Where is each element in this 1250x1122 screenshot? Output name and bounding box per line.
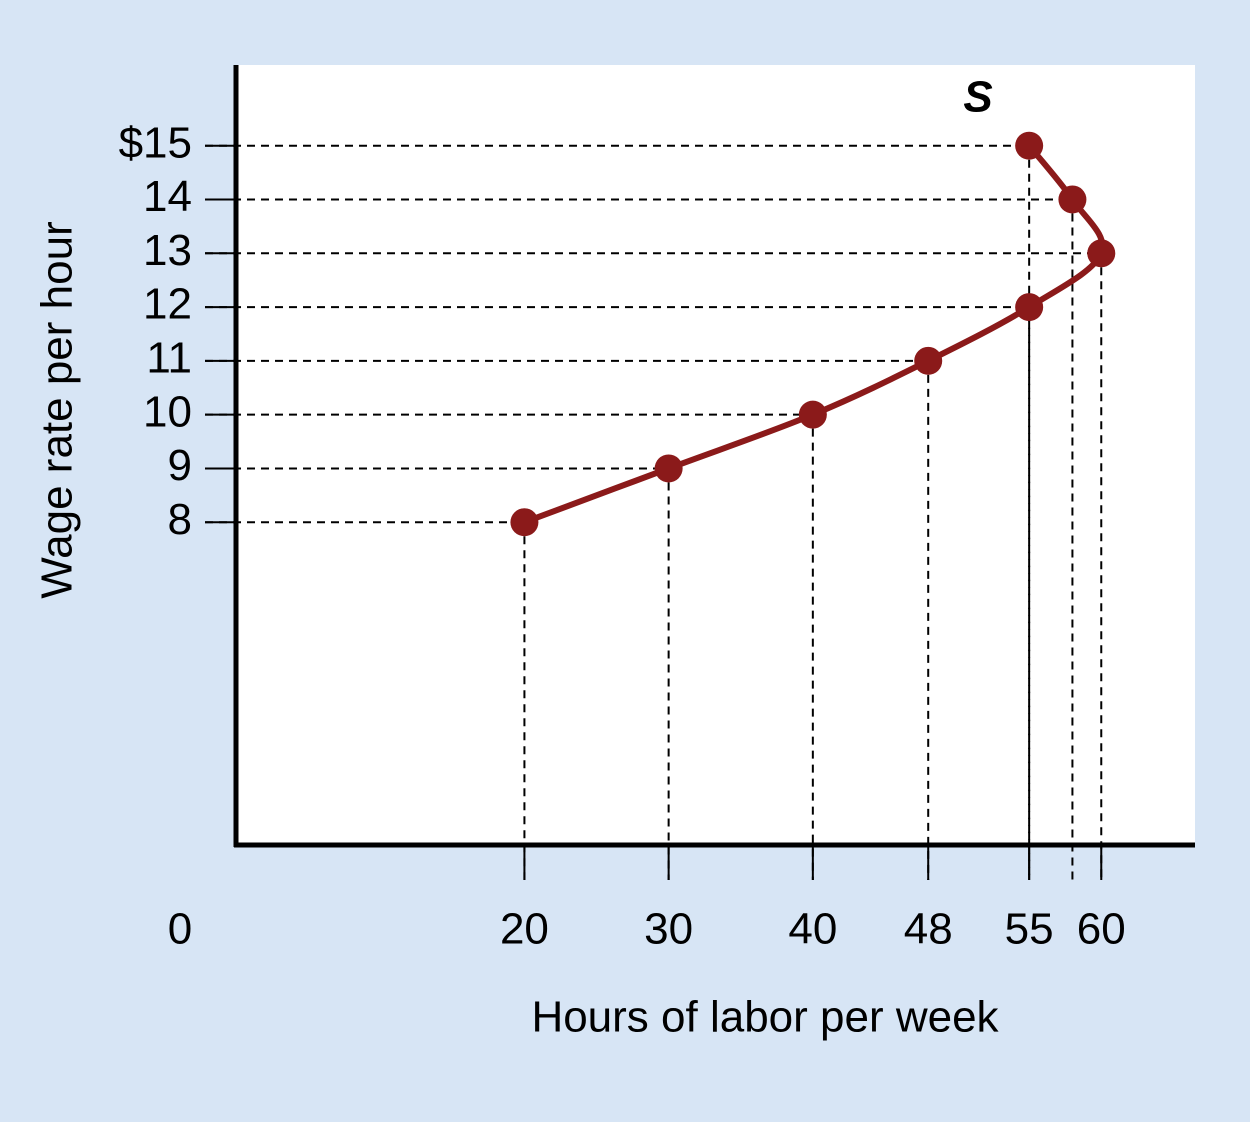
curve-label: S — [963, 73, 992, 122]
point — [914, 346, 943, 375]
y-tick-label: $15 — [119, 118, 192, 167]
y-tick-label: 12 — [143, 280, 192, 329]
x-tick-label: 40 — [788, 905, 837, 954]
point — [1058, 185, 1087, 214]
y-tick-label: 11 — [146, 333, 192, 382]
guides — [205, 144, 1103, 880]
x-tick-label: 0 — [168, 905, 192, 954]
y-tick-label: 9 — [168, 441, 192, 490]
x-axis-title: Hours of labor per week — [531, 993, 999, 1042]
point — [1015, 131, 1044, 160]
y-tick-label: 14 — [143, 172, 192, 221]
x-tick-label: 20 — [500, 905, 549, 954]
x-tick-label: 48 — [904, 905, 953, 954]
point — [798, 400, 827, 429]
point — [654, 454, 683, 483]
y-tick-label: 8 — [168, 495, 192, 544]
x-tick-label: 60 — [1077, 905, 1126, 954]
y-axis-title: Wage rate per hour — [33, 221, 82, 598]
point — [1087, 239, 1116, 268]
y-tick-label: 10 — [143, 387, 192, 436]
point — [510, 508, 539, 537]
plot-area — [236, 65, 1195, 845]
x-tick-label: 55 — [1005, 905, 1054, 954]
point — [1015, 293, 1044, 322]
y-tick-label: 13 — [143, 226, 192, 275]
x-tick-label: 30 — [644, 905, 693, 954]
